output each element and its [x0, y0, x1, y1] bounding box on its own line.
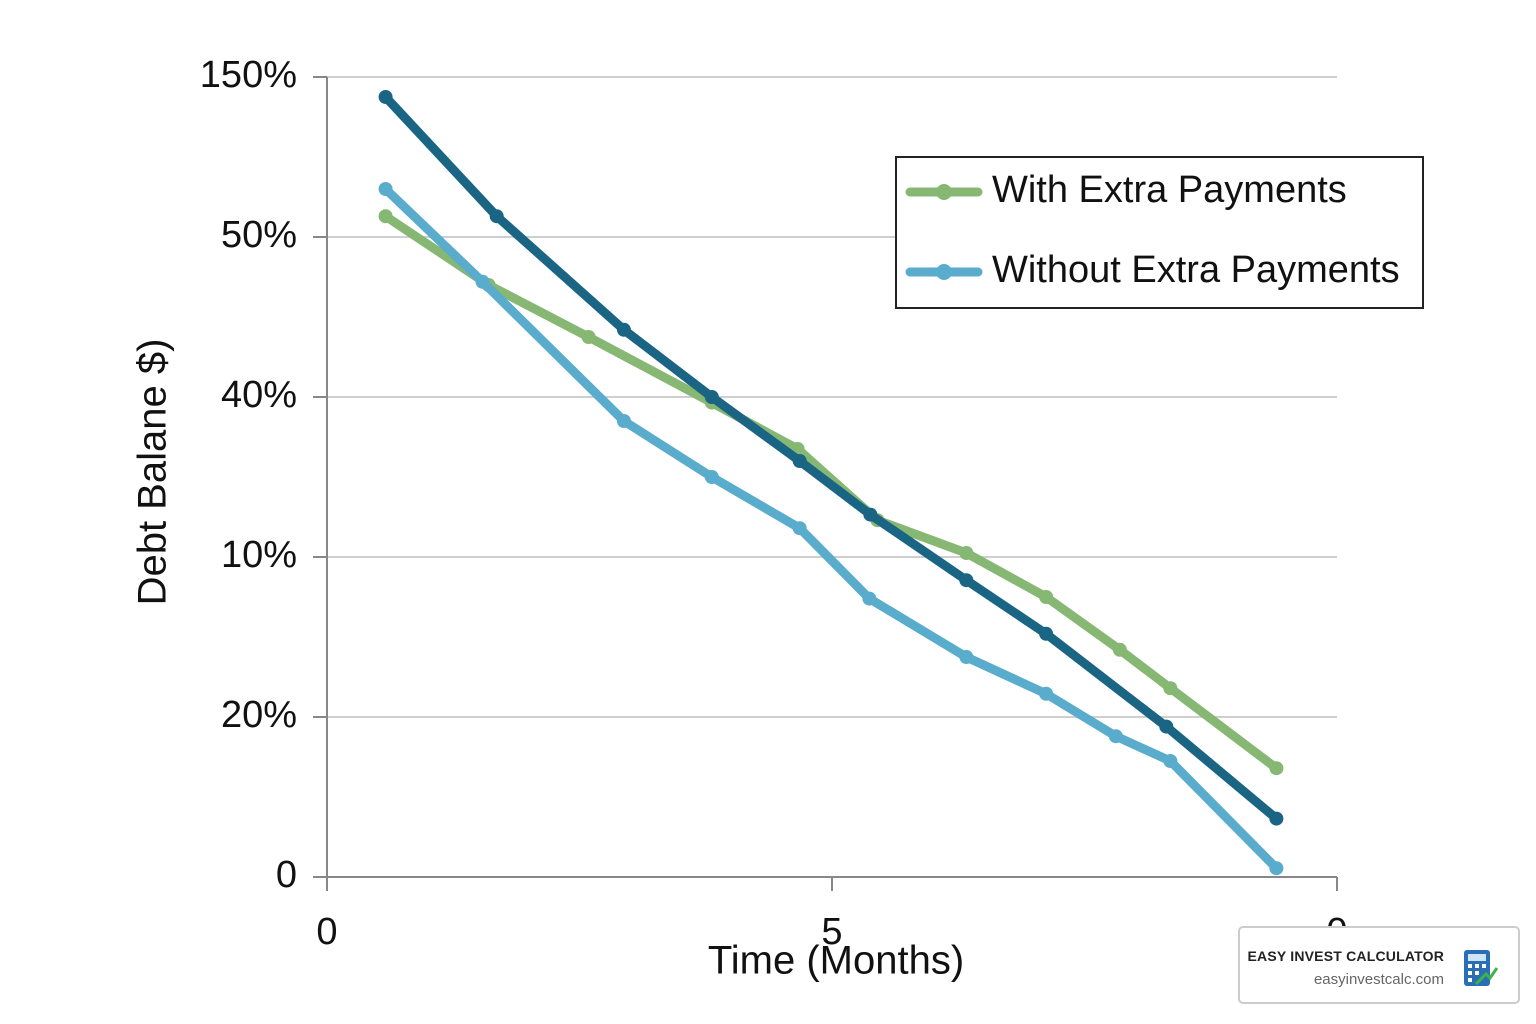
data-point: [792, 521, 807, 536]
calculator-icon: [1464, 950, 1498, 986]
y-tick-label: 10%: [221, 534, 297, 576]
data-point: [581, 330, 596, 344]
data-point: [378, 209, 393, 224]
data-point: [1039, 590, 1054, 604]
y-tick-label: 40%: [221, 374, 297, 416]
badge: EASY INVEST CALCULATOR easyinvestcalc.co…: [1238, 926, 1520, 1004]
y-tick-label: 50%: [221, 214, 297, 256]
data-point: [1039, 686, 1054, 701]
data-point: [616, 322, 631, 337]
data-point: [489, 209, 504, 224]
legend-marker: [936, 264, 952, 280]
data-point: [1163, 754, 1178, 768]
badge-url: easyinvestcalc.com: [1313, 971, 1444, 988]
data-point: [1039, 626, 1054, 641]
y-axis-title: Debt Balane $): [131, 339, 175, 606]
data-point: [1108, 729, 1123, 744]
data-point: [616, 414, 631, 428]
data-point: [1159, 719, 1174, 734]
y-tick-label: 20%: [221, 694, 297, 736]
data-point: [704, 390, 719, 404]
badge-title: EASY INVEST CALCULATOR: [1247, 948, 1444, 964]
data-point: [1269, 861, 1284, 876]
data-point: [959, 573, 974, 588]
data-point: [792, 454, 807, 468]
data-point: [959, 650, 974, 664]
legend-box: [895, 156, 1424, 309]
legend-marker: [936, 184, 952, 200]
data-point: [1163, 681, 1178, 696]
x-tick-label: 5: [821, 911, 842, 953]
data-point: [959, 546, 974, 560]
data-point: [862, 591, 877, 606]
data-point: [1269, 761, 1284, 776]
x-tick-label: 0: [316, 911, 337, 953]
data-point: [863, 507, 878, 522]
data-point: [475, 274, 490, 289]
data-point: [378, 90, 393, 104]
legend-label: Without Extra Payments: [992, 249, 1400, 291]
legend-label: With Extra Payments: [992, 169, 1347, 211]
data-point: [704, 470, 719, 484]
data-point: [1112, 642, 1127, 657]
y-tick-label: 0: [276, 854, 297, 896]
y-tick-label: 150%: [200, 54, 297, 96]
x-axis-title: Time (Months): [708, 939, 964, 983]
data-point: [378, 182, 393, 196]
series-line: [381, 92, 1281, 824]
data-point: [1269, 811, 1284, 826]
